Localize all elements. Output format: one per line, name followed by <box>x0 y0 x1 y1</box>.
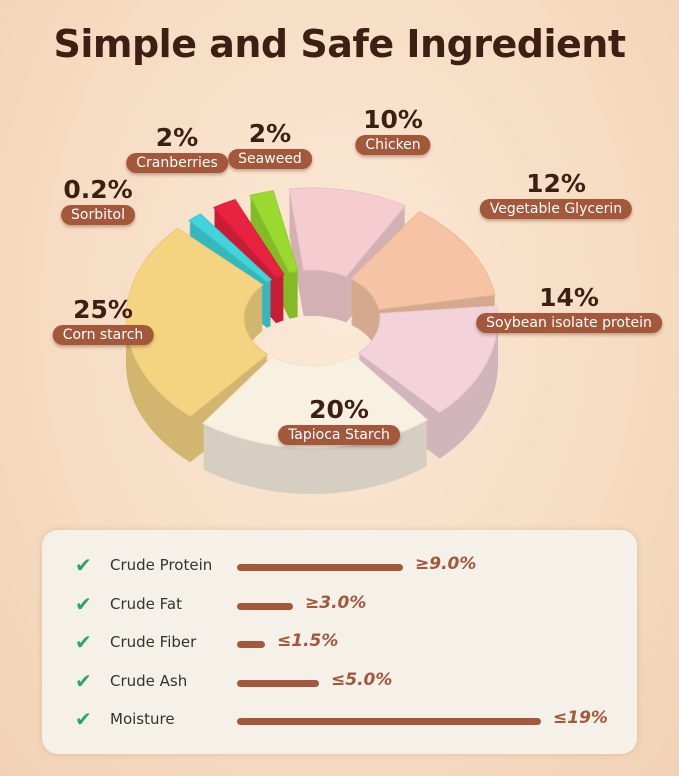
slice-label: 14% Soybean isolate protein <box>476 284 662 333</box>
nutrient-bar <box>237 718 541 725</box>
slice-name: Chicken <box>355 135 431 155</box>
nutrient-bar <box>237 602 293 610</box>
slice-label: 2% Seaweed <box>228 120 312 169</box>
nutrient-name: Crude Ash <box>110 671 188 690</box>
slice-label: 25% Corn starch <box>52 295 154 345</box>
slice-name: Cranberries <box>126 153 228 173</box>
slice-corn-starch <box>125 227 269 417</box>
check-icon: ✔ <box>75 668 92 693</box>
check-icon: ✔ <box>75 591 92 616</box>
slice-percent: 0.2% <box>63 175 133 204</box>
page-title: Simple and Safe Ingredient <box>53 22 626 66</box>
slice-cranberries <box>213 199 285 278</box>
slice-sorbitol <box>188 213 273 283</box>
nutrient-name: Moisture <box>110 710 175 728</box>
nutrient-name: Crude Fat <box>110 594 182 613</box>
nutrient-bar <box>237 564 403 571</box>
nutrition-row: ✔ Crude Ash ≤5.0% <box>42 667 637 697</box>
slice-percent: 14% <box>539 283 599 312</box>
nutrient-bar <box>237 679 319 687</box>
nutrient-name: Crude Protein <box>110 556 213 574</box>
nutrient-value: ≤5.0% <box>331 669 393 690</box>
slice-vegetable-glycerin <box>350 211 496 310</box>
slice-percent: 10% <box>363 105 423 134</box>
nutrition-panel: ✔ Crude Protein ≥9.0% ✔ Crude Fat ≥3.0% ✔ … <box>42 530 637 754</box>
slice-seaweed <box>249 190 299 274</box>
slice-label: 20% Tapioca Starch <box>278 396 400 445</box>
slice-percent: 2% <box>248 119 292 148</box>
slice-name: Tapioca Starch <box>278 425 400 445</box>
nutrient-value: ≤19% <box>553 708 608 728</box>
slice-percent: 20% <box>309 395 369 424</box>
nutrition-row: ✔ Crude Fiber ≤1.5% <box>42 628 637 658</box>
slice-soybean-isolate-protein <box>357 305 499 414</box>
slice-label: 0.2% Sorbitol <box>61 176 135 225</box>
slice-percent: 12% <box>526 169 586 198</box>
nutrient-bar <box>237 641 265 648</box>
check-icon: ✔ <box>75 707 92 731</box>
check-icon: ✔ <box>75 553 92 577</box>
slice-name: Vegetable Glycerin <box>479 199 633 219</box>
nutrient-value: ≥3.0% <box>305 592 367 613</box>
nutrient-name: Crude Fiber <box>110 633 197 651</box>
donut-chart <box>125 187 499 494</box>
nutrient-value: ≥9.0% <box>415 554 477 574</box>
slice-name: Corn starch <box>52 325 154 345</box>
slice-name: Seaweed <box>228 149 312 169</box>
slice-label: 12% Vegetable Glycerin <box>479 169 633 219</box>
slice-label: 10% Chicken <box>355 105 431 155</box>
slice-name: Sorbitol <box>61 205 135 225</box>
slice-chicken <box>288 187 407 278</box>
nutrition-row: ✔ Crude Fat ≥3.0% <box>42 590 637 620</box>
slice-label: 2% Cranberries <box>126 124 228 173</box>
nutrient-value: ≤1.5% <box>277 631 339 651</box>
slice-name: Soybean isolate protein <box>476 313 662 333</box>
nutrition-row: ✔ Moisture ≤19% <box>42 705 637 735</box>
slice-percent: 25% <box>73 295 133 324</box>
slice-percent: 2% <box>155 123 199 152</box>
nutrition-row: ✔ Crude Protein ≥9.0% <box>42 551 637 581</box>
check-icon: ✔ <box>75 630 92 654</box>
